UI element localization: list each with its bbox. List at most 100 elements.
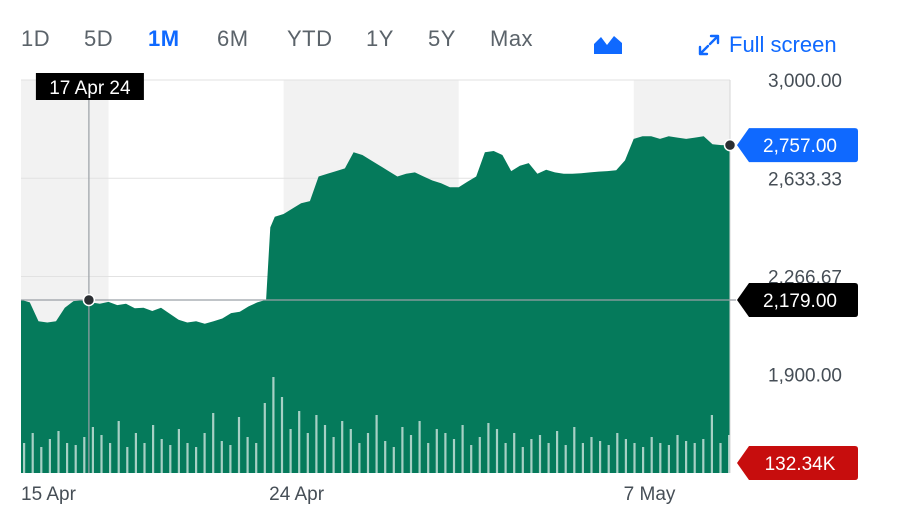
volume-bar bbox=[57, 431, 60, 473]
volume-bar bbox=[48, 439, 51, 473]
fullscreen-label: Full screen bbox=[729, 32, 837, 57]
volume-bar bbox=[109, 443, 112, 473]
volume-bar bbox=[23, 443, 26, 473]
volume-bar bbox=[710, 415, 713, 473]
volume-bar bbox=[186, 443, 189, 473]
volume-bar bbox=[246, 437, 249, 473]
volume-bar bbox=[341, 421, 344, 473]
mountain-chart-icon[interactable] bbox=[593, 33, 623, 55]
tab-max[interactable]: Max bbox=[490, 26, 534, 51]
volume-bar bbox=[160, 439, 163, 473]
volume-bar bbox=[315, 415, 318, 473]
y-tick-label: 3,000.00 bbox=[768, 71, 842, 92]
expand-arrows-icon bbox=[698, 34, 720, 56]
volume-bar bbox=[607, 445, 610, 473]
volume-bar bbox=[280, 397, 284, 473]
volume-bar bbox=[83, 437, 86, 473]
tab-ytd[interactable]: YTD bbox=[287, 26, 333, 51]
volume-bar bbox=[169, 445, 172, 473]
volume-bar bbox=[332, 437, 335, 473]
volume-bar bbox=[667, 445, 670, 473]
volume-bar bbox=[384, 441, 387, 473]
range-tabs: 1D 5D 1M 6M YTD 1Y 5Y Max Full screen bbox=[0, 0, 902, 80]
volume-bar bbox=[117, 421, 120, 473]
volume-tag bbox=[737, 446, 858, 480]
last-price-tag-label: 2,757.00 bbox=[763, 136, 837, 157]
volume-bar bbox=[263, 403, 266, 473]
y-tick-label: 1,900.00 bbox=[768, 366, 842, 387]
volume-bar bbox=[719, 443, 722, 473]
volume-bar bbox=[564, 445, 567, 473]
volume-bar bbox=[581, 443, 584, 473]
volume-bar bbox=[513, 433, 516, 473]
volume-bar bbox=[590, 437, 593, 473]
x-tick-label: 24 Apr bbox=[269, 484, 325, 505]
volume-bar bbox=[521, 447, 524, 473]
volume-bar bbox=[100, 435, 103, 473]
volume-bar bbox=[306, 433, 309, 473]
tab-5y[interactable]: 5Y bbox=[428, 26, 456, 51]
volume-bar bbox=[452, 439, 456, 473]
volume-bar bbox=[91, 427, 94, 473]
tab-1y[interactable]: 1Y bbox=[366, 26, 394, 51]
fullscreen-button[interactable]: Full screen bbox=[697, 30, 837, 60]
volume-bar bbox=[143, 443, 146, 473]
volume-bar bbox=[487, 423, 490, 473]
crosshair-price-tag bbox=[737, 282, 858, 317]
price-area-series bbox=[21, 136, 730, 474]
tab-1d[interactable]: 1D bbox=[21, 26, 51, 51]
volume-bar bbox=[203, 433, 206, 473]
volume-bar bbox=[126, 447, 129, 473]
volume-bar bbox=[435, 429, 438, 473]
x-tick-label: 7 May bbox=[624, 484, 676, 505]
tab-1m[interactable]: 1M bbox=[148, 26, 180, 51]
volume-bar bbox=[31, 433, 34, 473]
volume-bar bbox=[358, 443, 361, 473]
volume-bar bbox=[134, 433, 137, 473]
volume-bar bbox=[272, 377, 275, 473]
crosshair-date-tag bbox=[35, 73, 144, 100]
volume-bar bbox=[495, 429, 499, 473]
tab-6m[interactable]: 6M bbox=[217, 26, 249, 51]
volume-bar bbox=[728, 435, 731, 473]
volume-bar bbox=[624, 439, 627, 473]
volume-bar bbox=[633, 443, 636, 473]
volume-bar bbox=[323, 425, 327, 473]
volume-bar bbox=[40, 447, 43, 473]
tab-5d[interactable]: 5D bbox=[84, 26, 114, 51]
volume-bar bbox=[212, 413, 215, 473]
volume-bar bbox=[642, 447, 645, 473]
volume-bar bbox=[685, 441, 688, 473]
volume-bar bbox=[547, 443, 550, 473]
volume-bar bbox=[349, 429, 352, 473]
volume-bar bbox=[573, 427, 576, 473]
volume-bar bbox=[375, 415, 378, 473]
volume-bar bbox=[409, 435, 413, 473]
crosshair-date-label: 17 Apr 24 bbox=[49, 78, 131, 99]
volume-bar bbox=[461, 425, 464, 473]
volume-bar bbox=[702, 439, 705, 473]
volume-bar bbox=[229, 445, 232, 473]
volume-bar bbox=[530, 439, 533, 473]
last-price-tag bbox=[737, 128, 858, 163]
volume-bar bbox=[538, 435, 542, 473]
volume-bar bbox=[418, 421, 421, 473]
volume-bar bbox=[237, 417, 241, 473]
volume-tag-label: 132.34K bbox=[765, 454, 836, 475]
volume-bar bbox=[289, 429, 292, 473]
volume-bar bbox=[255, 443, 258, 473]
volume-bar bbox=[676, 435, 679, 473]
volume-bar bbox=[177, 429, 180, 473]
volume-bar bbox=[74, 445, 77, 473]
volume-bar bbox=[298, 411, 301, 473]
volume-bar bbox=[556, 431, 559, 473]
y-tick-label: 2,633.33 bbox=[768, 169, 842, 190]
volume-bar bbox=[478, 437, 481, 473]
volume-bar bbox=[616, 433, 619, 473]
volume-bar bbox=[504, 443, 507, 473]
volume-bar bbox=[66, 443, 69, 473]
volume-bar bbox=[366, 433, 370, 473]
last-price-point bbox=[723, 138, 737, 152]
crosshair-point bbox=[82, 293, 96, 307]
